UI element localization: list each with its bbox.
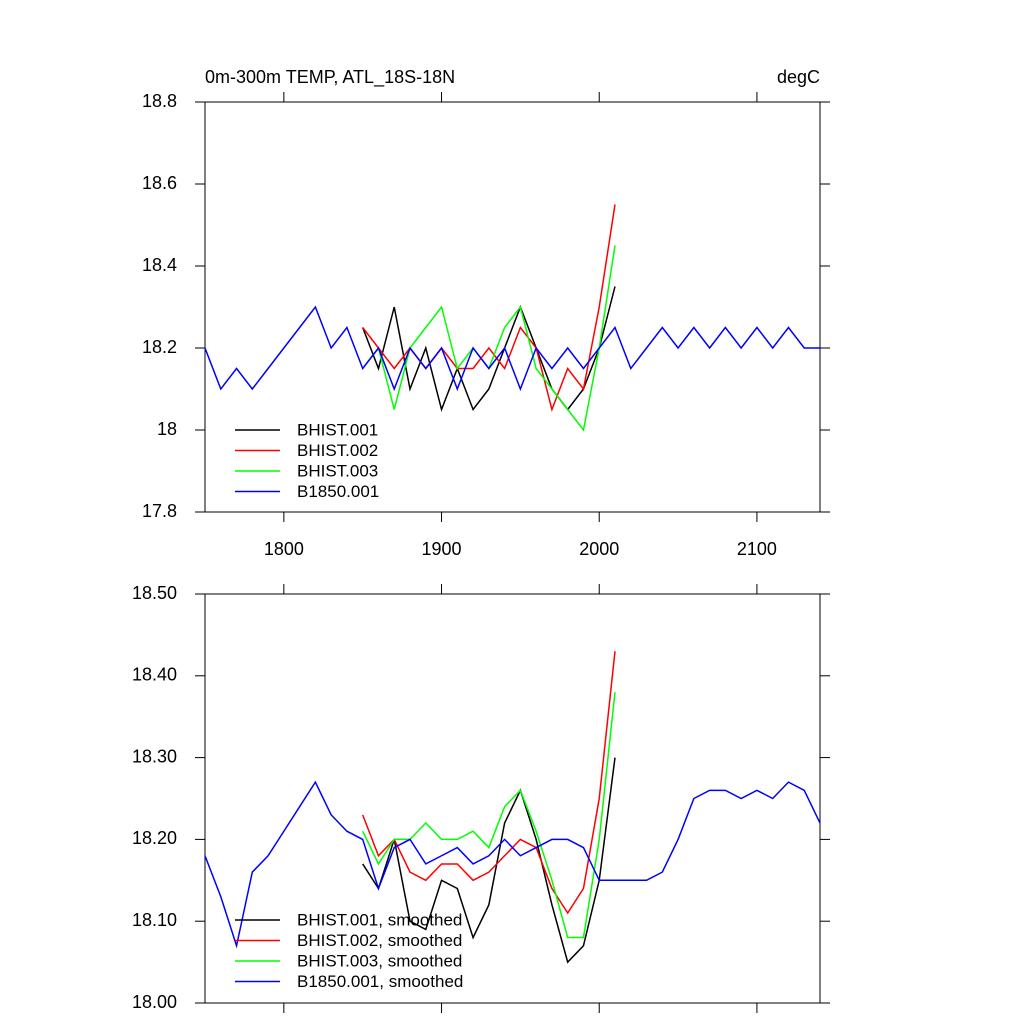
series-line (361, 651, 616, 915)
series-line (362, 204, 616, 412)
legend-label: B1850.001 (297, 482, 379, 501)
y-tick-label: 18 (157, 419, 177, 439)
y-tick-label: 18.2 (142, 337, 177, 357)
plot-frame (204, 593, 821, 1004)
x-tick-label: 1800 (264, 539, 304, 559)
x-tick-label: 2100 (737, 539, 777, 559)
legend-label: BHIST.001 (297, 420, 378, 439)
legend-label: BHIST.002, smoothed (297, 931, 462, 950)
y-tick-label: 18.50 (132, 583, 177, 603)
legend-label: BHIST.003 (297, 461, 378, 480)
y-tick-label: 18.8 (142, 91, 177, 111)
y-tick-label: 18.10 (132, 910, 177, 930)
y-tick-label: 18.6 (142, 173, 177, 193)
y-tick-label: 18.4 (142, 255, 177, 275)
legend-label: BHIST.001, smoothed (297, 910, 462, 929)
legend-label: BHIST.002 (297, 441, 378, 460)
series-line (362, 692, 616, 939)
chart-title: 0m-300m TEMP, ATL_18S-18N (205, 67, 455, 88)
legend-label: BHIST.003, smoothed (297, 951, 462, 970)
series-line (362, 757, 616, 964)
series-line (204, 305, 820, 392)
y-tick-label: 18.30 (132, 746, 177, 766)
y-tick-label: 18.40 (132, 665, 177, 685)
x-tick-label: 1900 (422, 539, 462, 559)
x-tick-label: 2000 (579, 539, 619, 559)
legend-label: B1850.001, smoothed (297, 972, 463, 991)
series-line (204, 780, 821, 949)
y-tick-label: 18.00 (132, 992, 177, 1012)
y-tick-label: 17.8 (142, 501, 177, 521)
unit-label: degC (777, 67, 820, 87)
y-tick-label: 18.20 (132, 828, 177, 848)
plot-frame (204, 101, 821, 513)
